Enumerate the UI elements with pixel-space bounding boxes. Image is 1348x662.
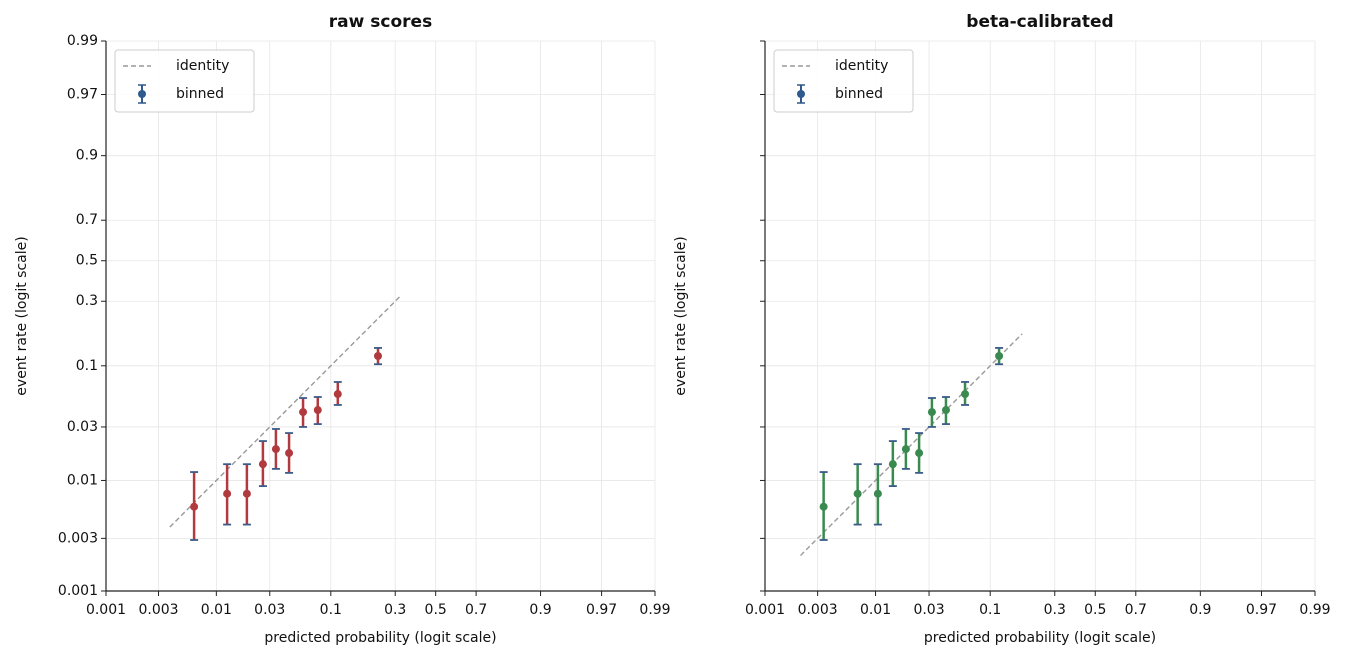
point <box>285 449 294 458</box>
y-tick-label: 0.01 <box>67 472 98 488</box>
point <box>901 445 910 454</box>
x-tick-label: 0.03 <box>913 602 944 618</box>
point <box>853 489 862 498</box>
y-tick-label: 0.003 <box>58 530 98 546</box>
x-tick-label: 0.99 <box>1299 602 1330 618</box>
point <box>313 406 322 415</box>
x-tick-label: 0.01 <box>201 602 232 618</box>
chart-title: beta-calibrated <box>966 12 1113 32</box>
y-tick-label: 0.1 <box>76 358 98 374</box>
y-axis-label: event rate (logit scale) <box>14 236 30 395</box>
y-tick-label: 0.9 <box>76 148 98 164</box>
point <box>995 352 1004 361</box>
y-tick-label: 0.5 <box>76 253 98 269</box>
point <box>873 489 882 498</box>
x-tick-label: 0.7 <box>1125 602 1147 618</box>
legend-swatch <box>138 90 146 98</box>
y-tick-label: 0.001 <box>58 583 98 599</box>
point <box>373 352 382 361</box>
x-tick-label: 0.5 <box>425 602 447 618</box>
x-tick-label: 0.003 <box>798 602 838 618</box>
x-tick-label: 0.9 <box>1189 602 1211 618</box>
point <box>961 390 970 399</box>
legend-label: identity <box>835 58 888 74</box>
point <box>242 489 251 498</box>
legend: identity binned <box>114 49 255 113</box>
x-tick-label: 0.7 <box>465 602 487 618</box>
x-tick-label: 0.97 <box>586 602 617 618</box>
x-tick-label: 0.3 <box>384 602 406 618</box>
x-tick-label: 0.3 <box>1044 602 1066 618</box>
point <box>915 449 924 458</box>
point <box>333 390 342 399</box>
point <box>223 489 232 498</box>
x-tick-label: 0.01 <box>860 602 891 618</box>
point <box>927 408 936 417</box>
x-tick-label: 0.001 <box>86 602 126 618</box>
legend-swatch <box>797 90 805 98</box>
x-axis-label: predicted probability (logit scale) <box>264 630 496 646</box>
y-tick-label: 0.7 <box>76 212 98 228</box>
x-tick-label: 0.003 <box>138 602 178 618</box>
identity-line <box>169 294 402 528</box>
legend-label: binned <box>835 86 883 102</box>
point <box>258 460 267 469</box>
x-tick-label: 0.5 <box>1084 602 1106 618</box>
identity-line <box>800 333 1023 556</box>
x-tick-label: 0.001 <box>745 602 785 618</box>
y-tick-label: 0.3 <box>76 293 98 309</box>
x-tick-label: 0.1 <box>320 602 342 618</box>
x-axis-label: predicted probability (logit scale) <box>924 630 1156 646</box>
x-tick-label: 0.1 <box>979 602 1001 618</box>
point <box>941 406 950 415</box>
point <box>819 502 828 511</box>
y-tick-label: 0.97 <box>67 87 98 103</box>
x-tick-label: 0.9 <box>529 602 551 618</box>
y-axis-label: event rate (logit scale) <box>673 236 689 395</box>
point <box>271 445 280 454</box>
legend-label: identity <box>176 58 229 74</box>
x-tick-label: 0.99 <box>639 602 670 618</box>
legend-label: binned <box>176 86 224 102</box>
point <box>190 502 199 511</box>
y-tick-label: 0.03 <box>67 419 98 435</box>
point <box>888 460 897 469</box>
x-tick-label: 0.03 <box>254 602 285 618</box>
point <box>299 408 308 417</box>
x-tick-label: 0.97 <box>1246 602 1277 618</box>
legend: identity binned <box>773 49 914 113</box>
y-tick-label: 0.99 <box>67 33 98 49</box>
chart-title: raw scores <box>329 12 432 32</box>
